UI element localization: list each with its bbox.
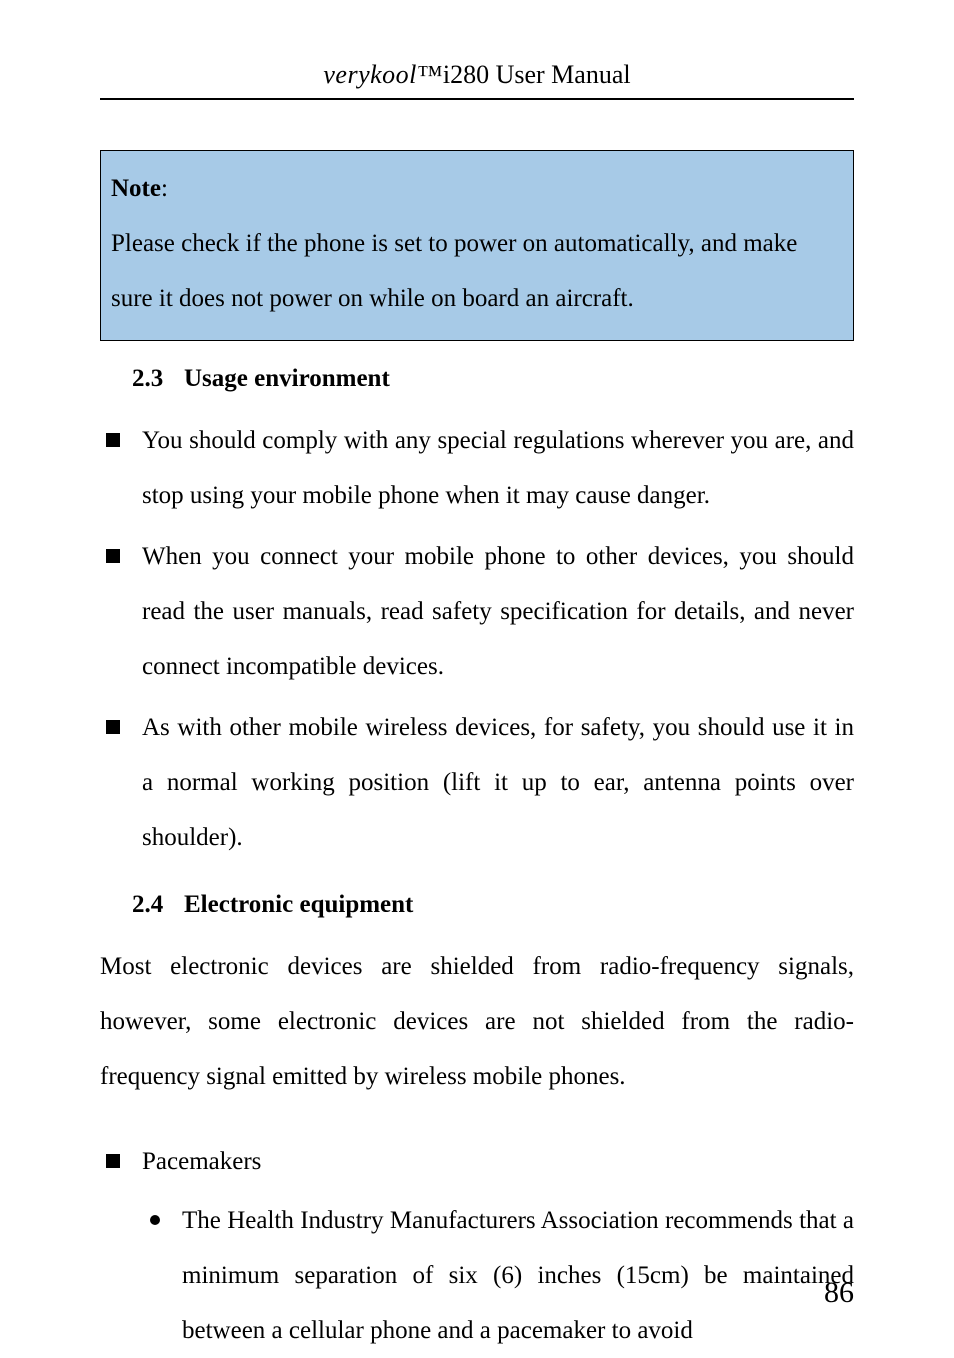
section-2-3-list: You should comply with any special regul… xyxy=(100,413,854,865)
note-body: Please check if the phone is set to powe… xyxy=(111,216,843,326)
header-brand: verykool™ xyxy=(323,60,442,89)
section-2-3-heading: 2.3Usage environment xyxy=(132,365,854,393)
list-item: The Health Industry Manufacturers Associ… xyxy=(142,1193,854,1358)
list-item: As with other mobile wireless devices, f… xyxy=(100,700,854,865)
note-colon: : xyxy=(161,175,168,202)
pacemakers-sublist: The Health Industry Manufacturers Associ… xyxy=(142,1193,854,1358)
section-2-4-heading: 2.4Electronic equipment xyxy=(132,891,854,919)
note-box: Note: Please check if the phone is set t… xyxy=(100,150,854,341)
section-2-4-intro: Most electronic devices are shielded fro… xyxy=(100,939,854,1104)
section-2-3-number: 2.3 xyxy=(132,365,184,393)
header-title-rest: i280 User Manual xyxy=(443,60,631,89)
section-2-4-title: Electronic equipment xyxy=(184,891,413,918)
header-divider xyxy=(100,98,854,100)
section-2-4-list: Pacemakers The Health Industry Manufactu… xyxy=(100,1134,854,1358)
note-label: Note xyxy=(111,175,161,202)
pacemakers-label: Pacemakers xyxy=(142,1148,261,1175)
list-item: When you connect your mobile phone to ot… xyxy=(100,529,854,694)
page-number: 86 xyxy=(824,1276,854,1310)
section-2-4-number: 2.4 xyxy=(132,891,184,919)
page-header: verykool™i280 User Manual xyxy=(100,60,854,98)
list-item: You should comply with any special regul… xyxy=(100,413,854,523)
section-2-3-title: Usage environment xyxy=(184,365,390,392)
list-item: Pacemakers The Health Industry Manufactu… xyxy=(100,1134,854,1358)
